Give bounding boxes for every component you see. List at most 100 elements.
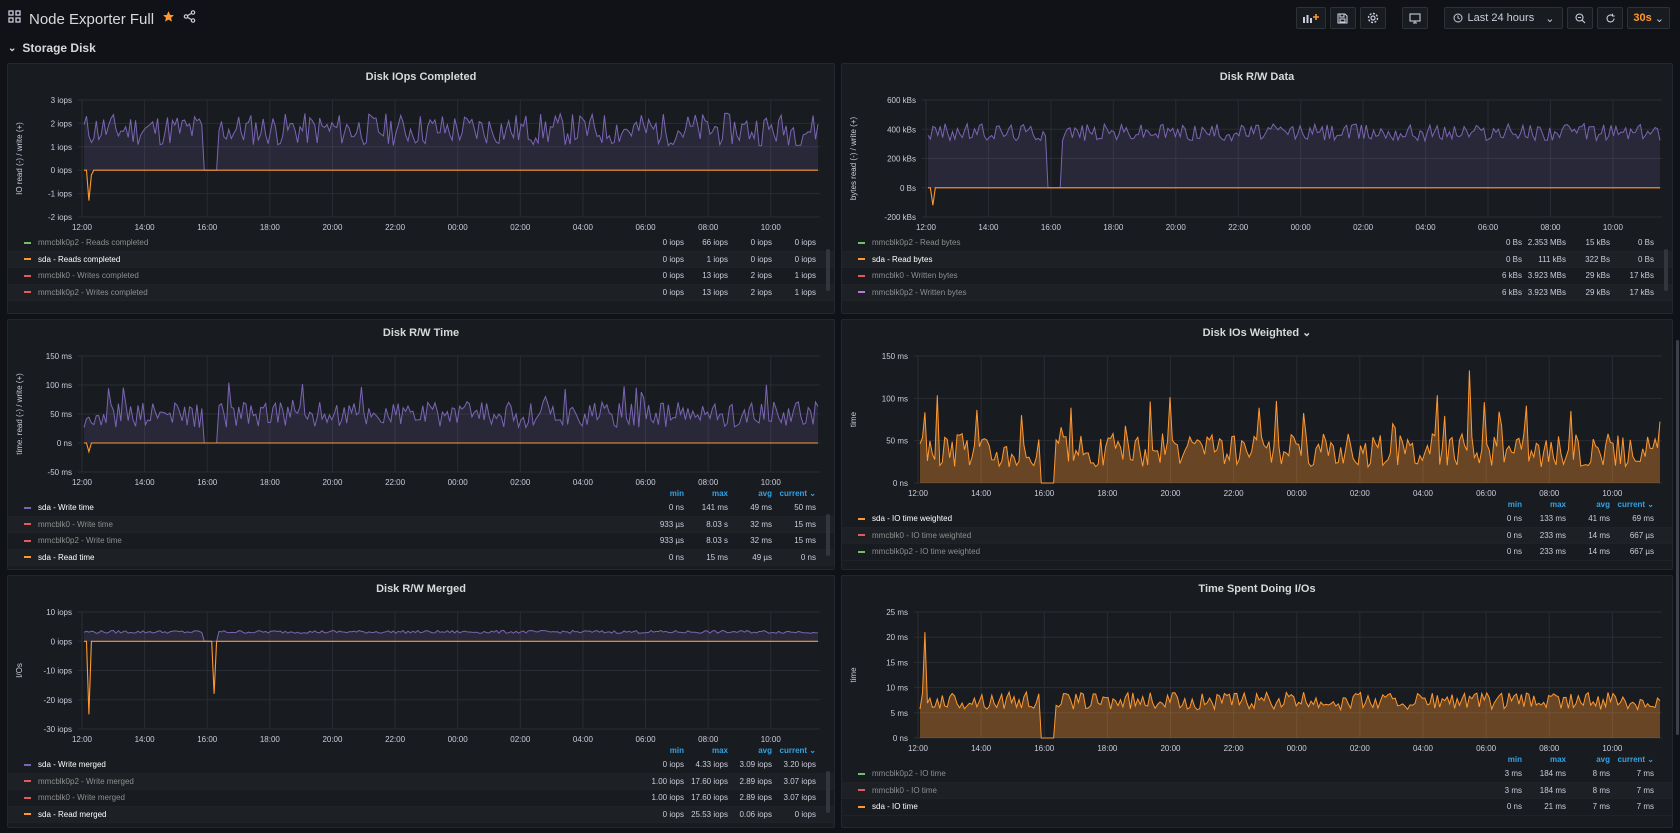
legend-header-avg[interactable]: avg: [758, 489, 772, 498]
legend-series-name[interactable]: mmcblk0p2 - IO time: [858, 769, 1478, 778]
legend-row[interactable]: sda - Write time 0 ns 141 ms 49 ms 50 ms: [8, 500, 834, 517]
legend-row[interactable]: mmcblk0p2 - Write time 933 µs 8.03 s 32 ms 1…: [8, 533, 834, 550]
legend-row[interactable]: mmcblk0 - Write merged 1.00 iops 17.60 iop…: [8, 790, 834, 807]
legend-series-name[interactable]: mmcblk0 - IO time: [858, 786, 1478, 795]
panel-p5[interactable]: Disk R/W Merged 10 iops 0 iops -10 iops -20 …: [7, 575, 835, 828]
legend-row[interactable]: mmcblk0p2 - Read bytes 0 Bs 2.353 MBs 15 kB…: [842, 235, 1672, 252]
legend-series-name[interactable]: sda - Read merged: [24, 810, 640, 819]
star-icon[interactable]: [162, 10, 175, 28]
legend-row[interactable]: sda - IO time weighted 0 ns 133 ms 41 ms 69 …: [842, 511, 1672, 528]
legend-header-min[interactable]: min: [669, 746, 684, 755]
time-range-picker[interactable]: Last 24 hours ⌄: [1443, 7, 1564, 29]
dashboard-settings-button[interactable]: [1359, 7, 1386, 29]
legend-series-label: sda - IO time weighted: [872, 514, 953, 524]
legend-series-name[interactable]: mmcblk0 - Write time: [24, 520, 640, 529]
legend-header-max[interactable]: max: [711, 489, 728, 498]
panel-p4[interactable]: Disk IOs Weighted ⌄ 150 ms 100 ms 50 ms 0 ns…: [841, 319, 1673, 570]
legend-row[interactable]: mmcblk0 - Writes completed 0 iops 13 iops 2…: [8, 268, 834, 285]
legend-scrollbar[interactable]: [826, 249, 830, 291]
legend-row[interactable]: mmcblk0p2 - IO time 3 ms 184 ms 8 ms 7 ms: [842, 766, 1672, 783]
panel-title[interactable]: Disk R/W Data: [1219, 71, 1295, 83]
legend-header-current[interactable]: current ⌄: [779, 489, 817, 498]
legend-scrollbar[interactable]: [826, 514, 830, 556]
legend-header-max[interactable]: max: [1549, 500, 1566, 509]
legend-header-avg[interactable]: avg: [1596, 500, 1610, 509]
legend-header-current[interactable]: current ⌄: [1617, 500, 1655, 509]
legend-header-current[interactable]: current ⌄: [779, 746, 817, 755]
row-header-storage-disk[interactable]: ⌄ Storage Disk: [8, 40, 96, 56]
chart-p5[interactable]: 10 iops 0 iops -10 iops -20 iops -30 iops12:…: [8, 602, 835, 753]
save-dashboard-button[interactable]: [1329, 7, 1356, 29]
legend-series-name[interactable]: mmcblk0 - Writes completed: [24, 271, 640, 280]
chart-p1[interactable]: 3 iops 2 iops 1 iops 0 iops -1 iops -2 iops12…: [8, 90, 835, 241]
legend-row[interactable]: sda - Read merged 0 iops 25.53 iops 0.06 io…: [8, 806, 834, 823]
page-scrollbar[interactable]: [1676, 340, 1679, 735]
legend-row[interactable]: sda - Write merged 0 iops 4.33 iops 3.09 io…: [8, 757, 834, 774]
panel-p2[interactable]: Disk R/W Data 600 kBs 400 kBs 200 kBs 0 Bs -2…: [841, 63, 1673, 314]
legend-row[interactable]: sda - IO time 0 ns 21 ms 7 ms 7 ms: [842, 799, 1672, 816]
dashboard-title[interactable]: Node Exporter Full: [29, 10, 155, 28]
legend-header-avg[interactable]: avg: [758, 746, 772, 755]
panel-title[interactable]: Disk IOs Weighted ⌄: [1202, 327, 1312, 339]
legend-series-name[interactable]: mmcblk0p2 - Read bytes: [858, 238, 1478, 247]
legend-series-name[interactable]: mmcblk0 - Written bytes: [858, 271, 1478, 280]
legend-header-max[interactable]: max: [1549, 755, 1566, 764]
legend-header-min[interactable]: min: [1507, 755, 1522, 764]
legend-row[interactable]: mmcblk0 - Write time 933 µs 8.03 s 32 ms 15 …: [8, 516, 834, 533]
legend-header-min[interactable]: min: [1507, 500, 1522, 509]
series-color-swatch: [24, 241, 31, 244]
legend-series-name[interactable]: mmcblk0p2 - Reads completed: [24, 238, 640, 247]
legend-header-current[interactable]: current ⌄: [1617, 755, 1655, 764]
legend-header-min[interactable]: min: [669, 489, 684, 498]
legend-row[interactable]: mmcblk0 - Written bytes 6 kBs 3.923 MBs 29 …: [842, 268, 1672, 285]
legend-series-name[interactable]: sda - IO time: [858, 802, 1478, 811]
legend-row[interactable]: sda - Read time 0 ns 15 ms 49 µs 0 ns: [8, 549, 834, 566]
legend-row[interactable]: sda - Read bytes 0 Bs 111 kBs 322 Bs 0 Bs: [842, 251, 1672, 268]
legend-row[interactable]: mmcblk0p2 - Written bytes 6 kBs 3.923 MBs 2…: [842, 284, 1672, 301]
panel-title[interactable]: Time Spent Doing I/Os: [1198, 583, 1316, 595]
legend-series-name[interactable]: sda - Reads completed: [24, 255, 640, 264]
legend-header-avg[interactable]: avg: [1596, 755, 1610, 764]
panel-title[interactable]: Disk R/W Time: [382, 327, 460, 339]
refresh-button[interactable]: [1597, 7, 1624, 29]
legend-series-name[interactable]: mmcblk0p2 - Writes completed: [24, 288, 640, 297]
legend-series-name[interactable]: sda - IO time weighted: [858, 514, 1478, 523]
panel-p3[interactable]: Disk R/W Time 150 ms 100 ms 50 ms 0 ns -50 ms…: [7, 319, 835, 570]
legend-row[interactable]: mmcblk0p2 - Reads completed 0 iops 66 iops…: [8, 235, 834, 252]
legend-row[interactable]: sda - Reads completed 0 iops 1 iops 0 iops 0…: [8, 251, 834, 268]
panel-p6[interactable]: Time Spent Doing I/Os 25 ms 20 ms 15 ms 10 m…: [841, 575, 1673, 828]
legend-series-name[interactable]: mmcblk0p2 - Written bytes: [858, 288, 1478, 297]
legend-series-name[interactable]: sda - Read bytes: [858, 255, 1478, 264]
x-tick-label: 18:00: [260, 478, 281, 487]
legend-series-name[interactable]: mmcblk0p2 - Write merged: [24, 777, 640, 786]
panel-title[interactable]: Disk IOps Completed: [365, 71, 477, 83]
legend-series-name[interactable]: sda - Write time: [24, 503, 640, 512]
legend-series-name[interactable]: mmcblk0p2 - IO time weighted: [858, 547, 1478, 556]
panel-p1[interactable]: Disk IOps Completed 3 iops 2 iops 1 iops 0 i…: [7, 63, 835, 314]
legend-value: 3.07 iops: [783, 793, 816, 803]
legend-row[interactable]: mmcblk0p2 - Write merged 1.00 iops 17.60 i…: [8, 773, 834, 790]
legend-series-name[interactable]: sda - Write merged: [24, 760, 640, 769]
legend-series-name[interactable]: sda - Read time: [24, 553, 640, 562]
legend-row[interactable]: mmcblk0 - IO time weighted 0 ns 233 ms 14 m…: [842, 527, 1672, 544]
refresh-interval-picker[interactable]: 30s ⌄: [1627, 7, 1670, 29]
legend-series-name[interactable]: mmcblk0 - Write merged: [24, 793, 640, 802]
zoom-out-button[interactable]: [1567, 7, 1594, 29]
legend-series-name[interactable]: mmcblk0p2 - Write time: [24, 536, 640, 545]
legend-row[interactable]: mmcblk0 - IO time 3 ms 184 ms 8 ms 7 ms: [842, 782, 1672, 799]
legend-row[interactable]: mmcblk0p2 - Writes completed 0 iops 13 iop…: [8, 284, 834, 301]
legend-row[interactable]: mmcblk0p2 - IO time weighted 0 ns 233 ms 14…: [842, 544, 1672, 561]
legend-scrollbar[interactable]: [826, 771, 830, 813]
legend-scrollbar[interactable]: [1664, 249, 1668, 291]
share-icon[interactable]: [183, 10, 196, 28]
legend-header-max[interactable]: max: [711, 746, 728, 755]
panel-title[interactable]: Disk R/W Merged: [376, 583, 466, 595]
tv-mode-button[interactable]: [1401, 7, 1428, 29]
legend-series-name[interactable]: mmcblk0 - IO time weighted: [858, 531, 1478, 540]
dashboards-grid-icon[interactable]: [8, 10, 21, 28]
add-panel-button[interactable]: [1295, 7, 1326, 29]
